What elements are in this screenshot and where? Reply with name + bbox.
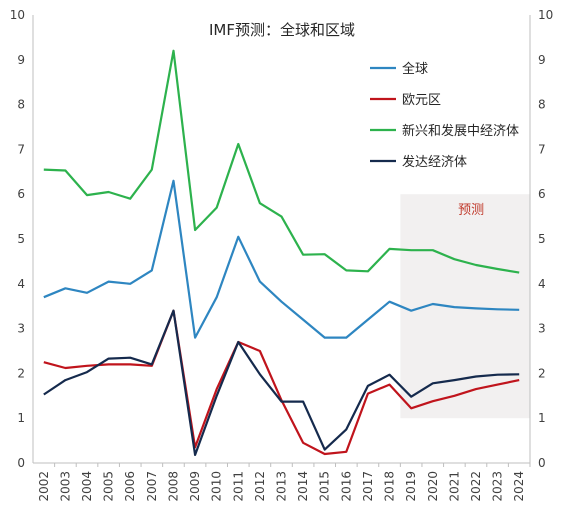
- y-tick-label-left: 8: [17, 98, 25, 112]
- legend-label-2: 新兴和发展中经济体: [402, 123, 519, 139]
- y-tick-label-right: 4: [538, 277, 546, 291]
- x-tick-label: 2009: [188, 471, 202, 502]
- x-tick-label: 2005: [102, 471, 116, 502]
- y-tick-label-left: 3: [17, 322, 25, 336]
- x-tick-label: 2002: [37, 471, 51, 502]
- x-tick-label: 2010: [210, 471, 224, 502]
- y-tick-label-right: 6: [538, 187, 546, 201]
- y-tick-label-right: 3: [538, 322, 546, 336]
- series-line-0: [43, 179, 520, 339]
- y-tick-label-right: 9: [538, 53, 546, 67]
- x-tick-label: 2018: [383, 471, 397, 502]
- series-layer: [43, 49, 520, 456]
- axes: 0 0 1 1 2 2 3 3 4 4 5 5 6 6 7 7 8 8 9 9 10 10 2002 2003 2004 2005…: [10, 8, 554, 502]
- y-tick-label-left: 10: [10, 8, 25, 22]
- x-tick-label: 2011: [231, 471, 245, 502]
- x-tick-label: 2004: [80, 471, 94, 502]
- x-tick-label: 2021: [447, 471, 461, 502]
- y-tick-label-right: 0: [538, 456, 546, 470]
- y-tick-label-left: 7: [17, 142, 25, 156]
- y-tick-label-left: 9: [17, 53, 25, 67]
- x-tick-label: 2020: [426, 471, 440, 502]
- x-tick-label: 2006: [123, 471, 137, 502]
- x-tick-label: 2013: [275, 471, 289, 502]
- y-tick-label-left: 5: [17, 232, 25, 246]
- x-tick-label: 2019: [404, 471, 418, 502]
- x-tick-label: 2016: [339, 471, 353, 502]
- x-tick-label: 2007: [145, 471, 159, 502]
- x-tick-label: 2023: [491, 471, 505, 502]
- y-tick-label-right: 5: [538, 232, 546, 246]
- y-tick-label-left: 1: [17, 411, 25, 425]
- x-tick-label: 2022: [469, 471, 483, 502]
- x-tick-label: 2008: [166, 471, 180, 502]
- x-tick-label: 2014: [296, 471, 310, 502]
- y-tick-label-right: 2: [538, 366, 546, 380]
- forecast-label: 预测: [458, 203, 484, 218]
- y-tick-label-left: 6: [17, 187, 25, 201]
- series-line-2: [43, 49, 520, 274]
- y-tick-label-left: 2: [17, 366, 25, 380]
- y-tick-label-right: 1: [538, 411, 546, 425]
- series-line-3: [43, 309, 520, 456]
- x-tick-label: 2017: [361, 471, 375, 502]
- x-tick-label: 2015: [318, 471, 332, 502]
- y-tick-label-left: 4: [17, 277, 25, 291]
- x-tick-label: 2012: [253, 471, 267, 502]
- forecast-shade: [400, 194, 530, 419]
- y-tick-label-right: 8: [538, 98, 546, 112]
- chart-title: IMF预测：全球和区域: [209, 21, 355, 39]
- legend-label-0: 全球: [402, 61, 428, 77]
- y-tick-label-right: 7: [538, 142, 546, 156]
- forecast-region: 预测: [400, 194, 530, 419]
- legend-label-3: 发达经济体: [402, 154, 467, 170]
- x-tick-label: 2003: [58, 471, 72, 502]
- y-tick-label-right: 10: [538, 8, 553, 22]
- legend-label-1: 欧元区: [402, 93, 441, 108]
- y-tick-label-left: 0: [17, 456, 25, 470]
- x-tick-label: 2024: [512, 471, 526, 502]
